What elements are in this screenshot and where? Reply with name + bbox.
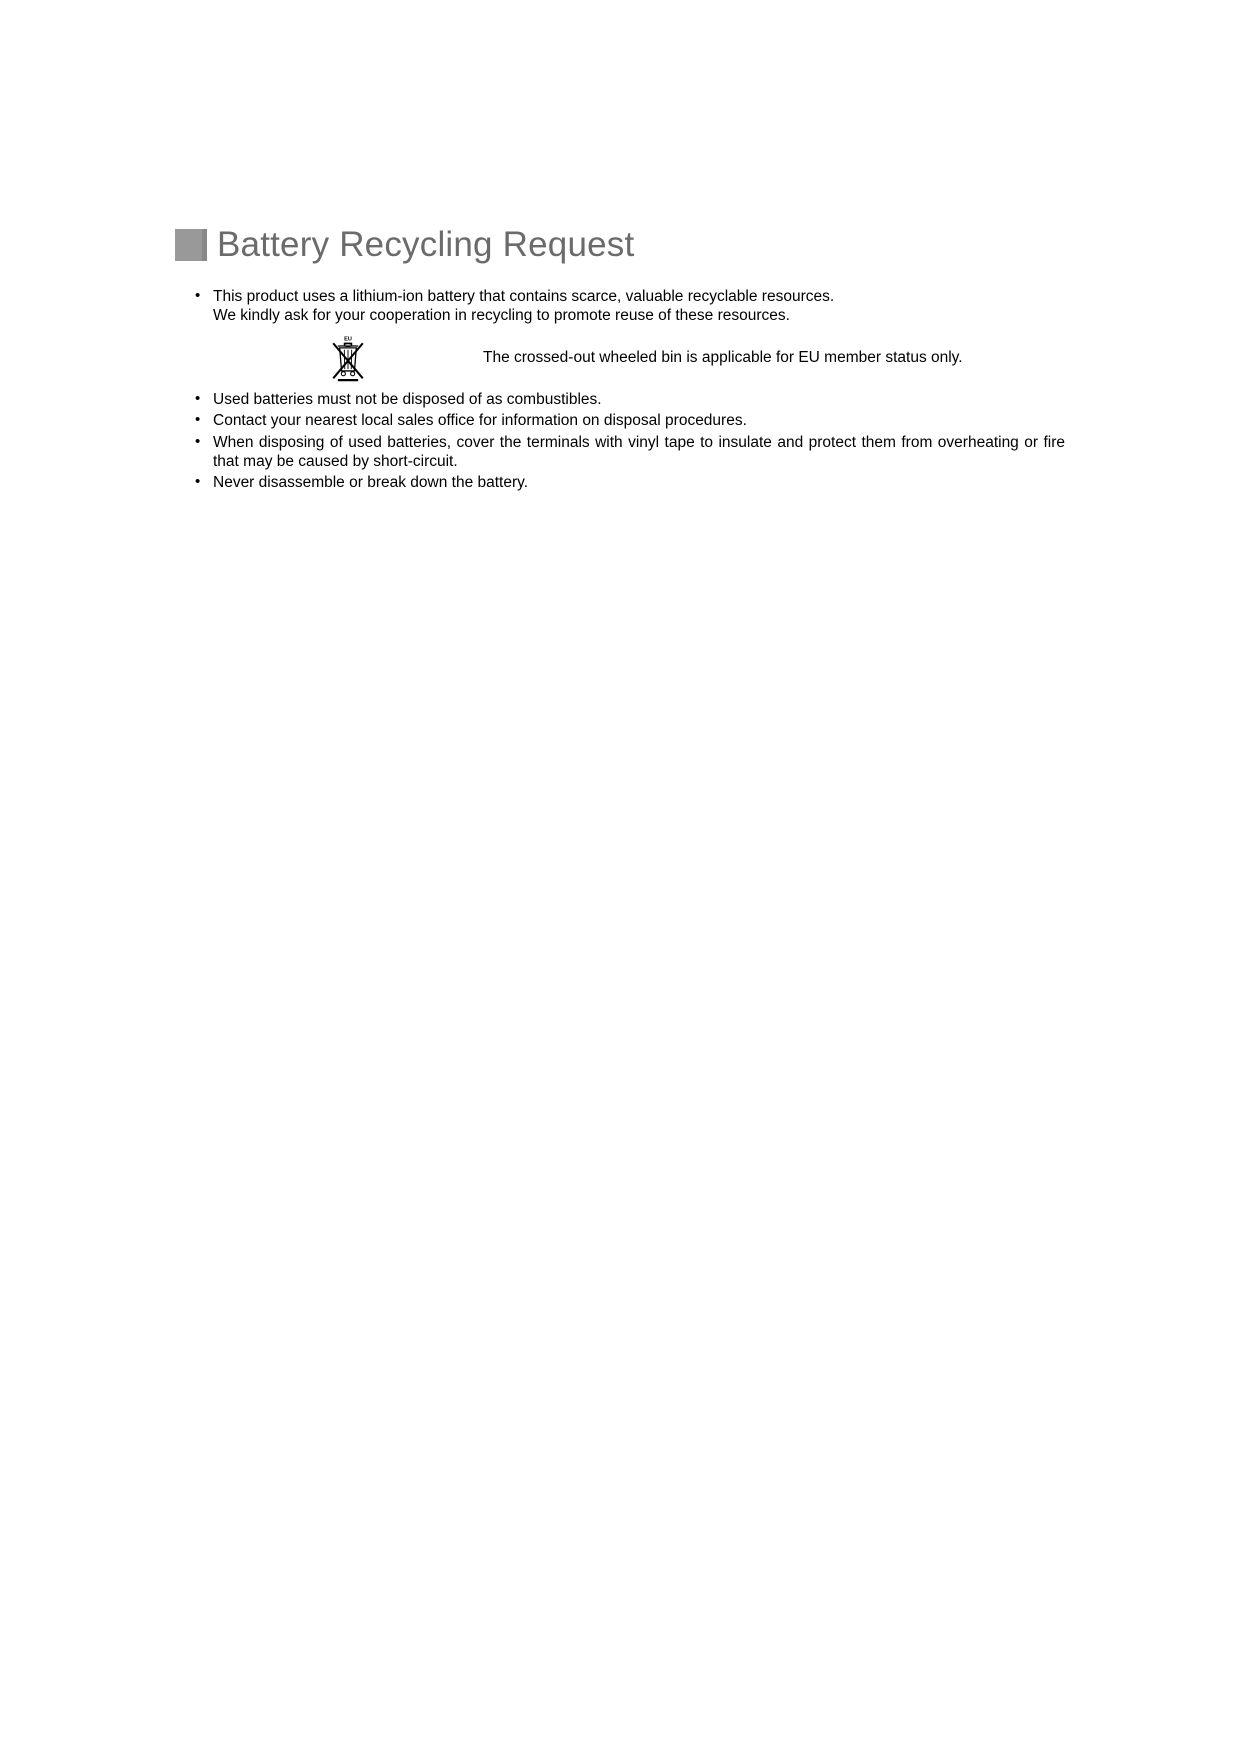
heading-marker-icon [175,229,207,261]
document-page: Battery Recycling Request This product u… [0,0,1240,1755]
symbol-caption: The crossed-out wheeled bin is applicabl… [483,348,1065,367]
page-title: Battery Recycling Request [217,225,634,265]
list-item: Used batteries must not be disposed of a… [195,390,1065,409]
symbol-row: EU The crossed-out wheeled bin is applic… [175,334,1065,382]
symbol-container: EU [213,334,483,382]
intro-line-2: We kindly ask for your cooperation in re… [213,306,1065,325]
list-item: Contact your nearest local sales office … [195,411,1065,430]
heading-row: Battery Recycling Request [175,225,1065,265]
list-item: Never disassemble or break down the batt… [195,473,1065,492]
intro-line-1: This product uses a lithium-ion battery … [213,287,1065,306]
weee-crossed-bin-icon: EU [327,334,369,382]
svg-text:EU: EU [344,336,352,342]
list-item: When disposing of used batteries, cover … [195,433,1065,472]
bullet-list: Used batteries must not be disposed of a… [175,390,1065,493]
intro-list: This product uses a lithium-ion battery … [175,287,1065,326]
intro-bullet: This product uses a lithium-ion battery … [195,287,1065,326]
